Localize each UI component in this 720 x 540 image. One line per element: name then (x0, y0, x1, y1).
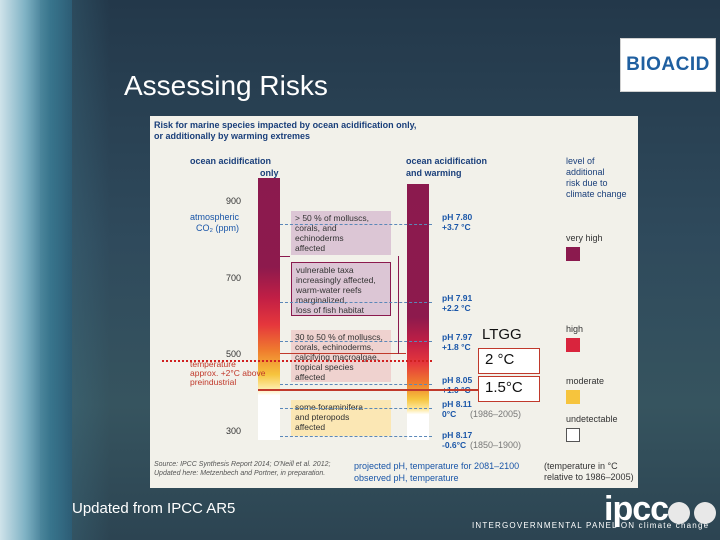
ph-label-6: pH 8.17 -0.6°C (442, 430, 473, 450)
risk-box-3-line-3: calcifying macroalgae, (295, 352, 380, 362)
legend-title-2: additional (566, 167, 605, 177)
bioacid-logo: BIOACID (620, 38, 716, 92)
wmo-logo-icon (668, 502, 690, 524)
risk-box-4-line-3: affected (295, 422, 326, 432)
risk-box-4: some foraminifera and pteropods affected (291, 400, 391, 436)
temperature-note-2: relative to 1986–2005) (544, 472, 634, 482)
ltgg-label: LTGG (482, 326, 522, 343)
one-point-five-degree-box: 1.5°C (478, 376, 540, 402)
connector-line (280, 256, 290, 257)
ph-guide-line (280, 436, 432, 437)
risk-box-4-line-2: and pteropods (295, 412, 350, 422)
col-right-title-2: and warming (406, 168, 462, 178)
risk-figure: Risk for marine species impacted by ocea… (150, 116, 638, 488)
co2-tick-500: 500 (226, 349, 242, 359)
legend-label-very-high: very high (566, 233, 603, 243)
risk-box-4-line-1: some foraminifera (295, 402, 364, 412)
bar-acidification-only (258, 178, 280, 440)
period-1850-1900: (1850–1900) (470, 440, 522, 450)
bioacid-logo-text: BIOACID (626, 54, 710, 75)
ipcc-tagline: INTERGOVERNMENTAL PANEL ON climate chang… (472, 521, 710, 530)
wave-shade (40, 0, 110, 540)
temperature-note: (temperature in °C relative to 1986–2005… (544, 461, 634, 483)
legend-swatch-undetectable (566, 428, 580, 442)
risk-box-2-line-3: warm-water reefs (296, 285, 362, 295)
temperature-label-1: temperature (190, 359, 236, 369)
ph-label-5: pH 8.11 0°C (442, 399, 472, 419)
ph-guide-line (280, 302, 432, 303)
legend-title-3: risk due to (566, 178, 608, 188)
legend-swatch-very-high (566, 247, 580, 261)
co2-label-1: atmospheric (190, 212, 240, 222)
legend-label-high: high (566, 324, 584, 334)
source-note-1: Source: IPCC Synthesis Report 2014; O'Ne… (154, 461, 331, 468)
risk-box-3-line-1: 30 to 50 % of molluscs, (295, 332, 383, 342)
legend-swatch-high (566, 338, 580, 352)
observed-label: observed pH, temperature (354, 473, 459, 483)
temperature-label-3: preindustrial (190, 377, 237, 387)
bar-acidification-warming (407, 184, 429, 440)
ph-label-2: pH 7.91 +2.2 °C (442, 293, 473, 313)
col-right-title-1: ocean acidification (406, 156, 488, 166)
ph-guide-line (280, 224, 432, 225)
risk-box-1-line-4: affected (295, 243, 326, 253)
projected-label: projected pH, temperature for 2081–2100 (354, 461, 520, 471)
figure-heading-2: or additionally by warming extremes (154, 131, 311, 141)
co2-tick-700: 700 (226, 273, 242, 283)
risk-box-3-line-5: affected (295, 372, 326, 382)
temperature-label-2: approx. +2°C above (190, 368, 266, 378)
source-note: Source: IPCC Synthesis Report 2014; O'Ne… (154, 460, 330, 478)
connector-line (280, 353, 406, 354)
ph-guide-line (280, 408, 432, 409)
risk-box-2-line-5: loss of fish habitat (296, 305, 365, 315)
connector-vertical (398, 256, 399, 354)
ph-guide-line (280, 384, 432, 385)
co2-label-2: CO₂ (ppm) (196, 223, 239, 233)
ph-label-3: pH 7.97 +1.8 °C (442, 332, 473, 352)
risk-box-3-line-2: corals, echinoderms, (295, 342, 374, 352)
co2-tick-900: 900 (226, 196, 242, 206)
ipcc-logo: ipcc (604, 490, 669, 528)
ph-label-4: pH 8.05 +1.0 °C (442, 375, 473, 395)
slide-title: Assessing Risks (124, 70, 328, 101)
risk-box-2-line-2: increasingly affected, (296, 275, 376, 285)
risk-box-3: 30 to 50 % of molluscs, corals, echinode… (291, 330, 391, 382)
figure-heading-1: Risk for marine species impacted by ocea… (154, 120, 417, 130)
source-note-2: Updated here: Metzenbech and Portner, in… (154, 470, 326, 477)
legend-swatch-moderate (566, 390, 580, 404)
two-degree-line (162, 360, 432, 362)
col-left-title-1: ocean acidification (190, 156, 272, 166)
period-1986-2005: (1986–2005) (470, 409, 522, 419)
risk-box-2: vulnerable taxa increasingly affected, w… (291, 262, 391, 316)
risk-box-1-line-1: > 50 % of molluscs, (295, 213, 369, 223)
temperature-note-1: (temperature in °C (544, 461, 618, 471)
risk-box-1: > 50 % of molluscs, corals, and echinode… (291, 211, 391, 255)
legend-title: level of additional risk due to climate … (566, 156, 627, 200)
risk-box-2-line-4: marginalized, (296, 295, 347, 305)
risk-box-2-line-1: vulnerable taxa (296, 265, 354, 275)
ph-label-1: pH 7.80 +3.7 °C (442, 212, 473, 232)
ph-guide-line (280, 341, 432, 342)
one-point-five-line (258, 389, 478, 391)
unep-logo-icon (694, 502, 716, 524)
col-left-title-2: only (260, 168, 279, 178)
two-degree-box: 2 °C (478, 348, 540, 374)
legend-title-1: level of (566, 156, 595, 166)
legend-title-4: climate change (566, 189, 627, 199)
wave-image (0, 0, 72, 540)
co2-tick-300: 300 (226, 426, 242, 436)
legend-label-moderate: moderate (566, 376, 605, 386)
risk-box-1-line-2: corals, and (295, 223, 337, 233)
updated-from-label: Updated from IPCC AR5 (72, 500, 236, 517)
risk-box-1-line-3: echinoderms (295, 233, 344, 243)
risk-box-3-line-4: tropical species (295, 362, 354, 372)
legend-label-undetectable: undetectable (566, 414, 618, 424)
temperature-label: temperature approx. +2°C above preindust… (190, 360, 265, 387)
